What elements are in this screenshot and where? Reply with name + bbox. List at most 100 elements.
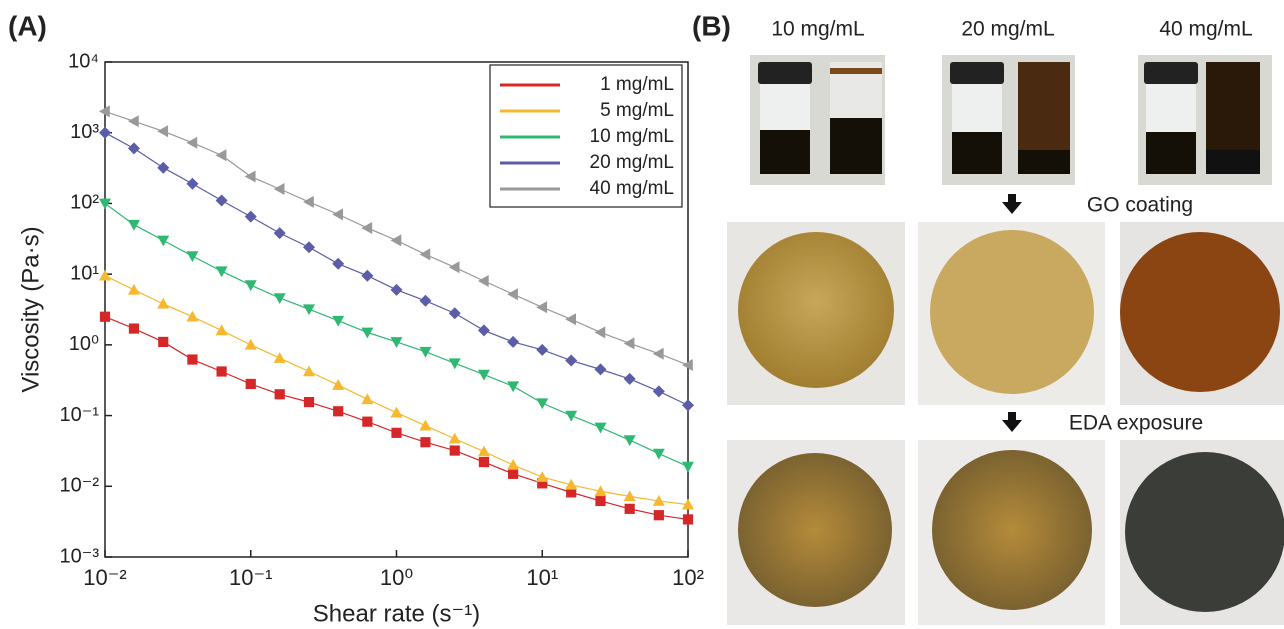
- y-tick-label: 10⁻¹: [60, 404, 100, 426]
- marker: [449, 358, 461, 369]
- marker: [216, 149, 227, 161]
- photo-row-coating: [727, 222, 1284, 405]
- legend-label: 20 mg/mL: [590, 152, 674, 173]
- marker: [303, 304, 315, 315]
- marker: [100, 312, 110, 322]
- marker: [391, 337, 403, 348]
- marker: [304, 397, 314, 407]
- marker: [595, 363, 607, 375]
- photo-row-eda: [727, 440, 1284, 625]
- marker: [625, 504, 635, 514]
- marker: [217, 366, 227, 376]
- x-axis-label: Shear rate (s⁻¹): [313, 600, 480, 627]
- marker: [361, 393, 373, 404]
- marker: [303, 196, 314, 208]
- marker: [361, 270, 373, 282]
- step-label: EDA exposure: [1069, 412, 1203, 435]
- marker: [245, 171, 256, 183]
- marker: [507, 459, 519, 470]
- y-tick-label: 10¹: [70, 262, 99, 284]
- marker: [682, 399, 694, 411]
- marker: [420, 437, 430, 447]
- marker: [391, 234, 402, 246]
- figure: (A) (B) 10 mg/mL 20 mg/mL 40 mg/mL GO co…: [0, 0, 1284, 629]
- marker: [361, 328, 373, 339]
- x-tick-label: 10²: [672, 565, 704, 590]
- y-tick-label: 10⁻²: [60, 475, 100, 497]
- marker: [245, 280, 257, 291]
- marker: [536, 398, 548, 409]
- marker: [565, 355, 577, 367]
- marker: [129, 323, 139, 333]
- y-tick-label: 10³: [70, 121, 99, 143]
- step-label: GO coating: [1087, 194, 1193, 217]
- marker: [391, 284, 403, 296]
- marker: [507, 381, 519, 392]
- marker: [333, 406, 343, 416]
- marker: [653, 348, 664, 360]
- y-tick-label: 10⁰: [69, 333, 99, 355]
- marker: [595, 326, 606, 338]
- marker: [450, 445, 460, 455]
- marker: [565, 411, 577, 422]
- series-line: [105, 276, 688, 505]
- marker: [624, 337, 635, 349]
- marker: [128, 284, 140, 295]
- y-axis-label: Viscosity (Pa·s): [17, 226, 44, 392]
- marker: [507, 336, 519, 348]
- marker: [157, 162, 169, 174]
- concentration-label: 10 mg/mL: [771, 18, 864, 41]
- marker: [595, 496, 605, 506]
- concentration-label: 20 mg/mL: [961, 18, 1054, 41]
- marker: [274, 227, 286, 239]
- marker: [419, 248, 430, 260]
- marker: [274, 293, 286, 304]
- marker: [478, 446, 490, 457]
- marker: [449, 307, 461, 319]
- x-tick-label: 10⁰: [380, 565, 413, 590]
- marker: [419, 295, 431, 307]
- marker: [449, 433, 461, 444]
- photo-row-vials: [750, 55, 1272, 185]
- marker: [186, 137, 197, 149]
- marker: [332, 379, 344, 390]
- marker: [391, 428, 401, 438]
- marker: [157, 298, 169, 309]
- panel-label: (B): [692, 10, 731, 41]
- marker: [391, 407, 403, 418]
- marker: [654, 510, 664, 520]
- marker: [653, 449, 665, 460]
- marker: [275, 389, 285, 399]
- x-tick-label: 10⁻²: [83, 565, 126, 590]
- marker: [303, 241, 315, 253]
- marker: [332, 258, 344, 270]
- marker: [595, 423, 607, 434]
- marker: [187, 354, 197, 364]
- marker: [478, 370, 490, 381]
- marker: [536, 301, 547, 313]
- legend-label: 1 mg/mL: [600, 74, 674, 95]
- legend-label: 10 mg/mL: [590, 126, 674, 147]
- marker: [245, 211, 257, 223]
- marker: [449, 261, 460, 273]
- marker: [186, 311, 198, 322]
- marker: [246, 379, 256, 389]
- marker: [128, 220, 140, 231]
- marker: [186, 178, 198, 190]
- marker: [653, 385, 665, 397]
- marker: [682, 462, 694, 473]
- x-tick-label: 10¹: [526, 565, 558, 590]
- marker: [274, 352, 286, 363]
- marker: [274, 183, 285, 195]
- marker: [128, 115, 139, 127]
- marker: [216, 324, 228, 335]
- marker: [157, 125, 168, 137]
- y-tick-label: 10⁴: [68, 50, 99, 72]
- x-tick-label: 10⁻¹: [229, 565, 272, 590]
- marker: [332, 316, 344, 327]
- marker: [419, 347, 431, 358]
- marker: [624, 435, 636, 446]
- marker: [624, 373, 636, 385]
- marker: [536, 471, 548, 482]
